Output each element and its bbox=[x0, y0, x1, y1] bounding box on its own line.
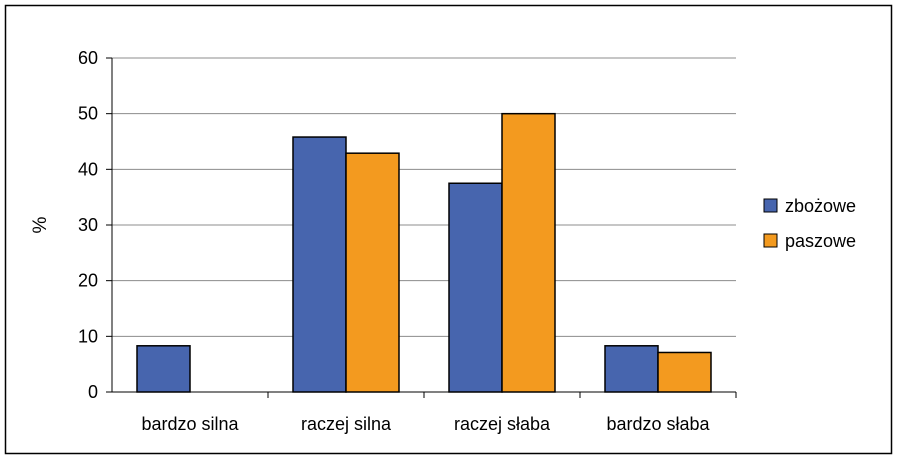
legend-label: zbożowe bbox=[785, 196, 856, 216]
y-tick-label: 20 bbox=[78, 271, 98, 291]
legend: zbożowe paszowe bbox=[763, 196, 856, 251]
bar-series1 bbox=[604, 345, 659, 393]
bar-series1 bbox=[136, 345, 191, 393]
x-tick-labels: bardzo silna raczej silna raczej słaba bard… bbox=[141, 414, 710, 434]
y-tick-label: 0 bbox=[88, 382, 98, 402]
y-tick-label: 40 bbox=[78, 159, 98, 179]
legend-label: paszowe bbox=[785, 231, 856, 251]
legend-swatch bbox=[763, 198, 778, 213]
y-tick-label: 50 bbox=[78, 104, 98, 124]
x-tick-label: raczej słaba bbox=[454, 414, 551, 434]
bar-series1 bbox=[448, 182, 503, 393]
y-tick-label: 30 bbox=[78, 215, 98, 235]
bars bbox=[136, 112, 712, 393]
legend-swatch bbox=[763, 233, 778, 248]
bar-series2 bbox=[501, 112, 556, 393]
y-tick-labels: 0 10 20 30 40 50 60 bbox=[78, 48, 98, 402]
y-tick-label: 10 bbox=[78, 326, 98, 346]
x-tick-label: bardzo słaba bbox=[606, 414, 710, 434]
y-axis-title: % bbox=[30, 216, 51, 233]
x-tick-label: raczej silna bbox=[301, 414, 392, 434]
x-tick-label: bardzo silna bbox=[141, 414, 239, 434]
axes bbox=[106, 57, 737, 398]
bar-series2 bbox=[657, 351, 712, 393]
gridlines bbox=[112, 57, 736, 337]
bar-series1 bbox=[292, 136, 347, 393]
bar-series2 bbox=[345, 152, 400, 393]
y-tick-label: 60 bbox=[78, 48, 98, 68]
